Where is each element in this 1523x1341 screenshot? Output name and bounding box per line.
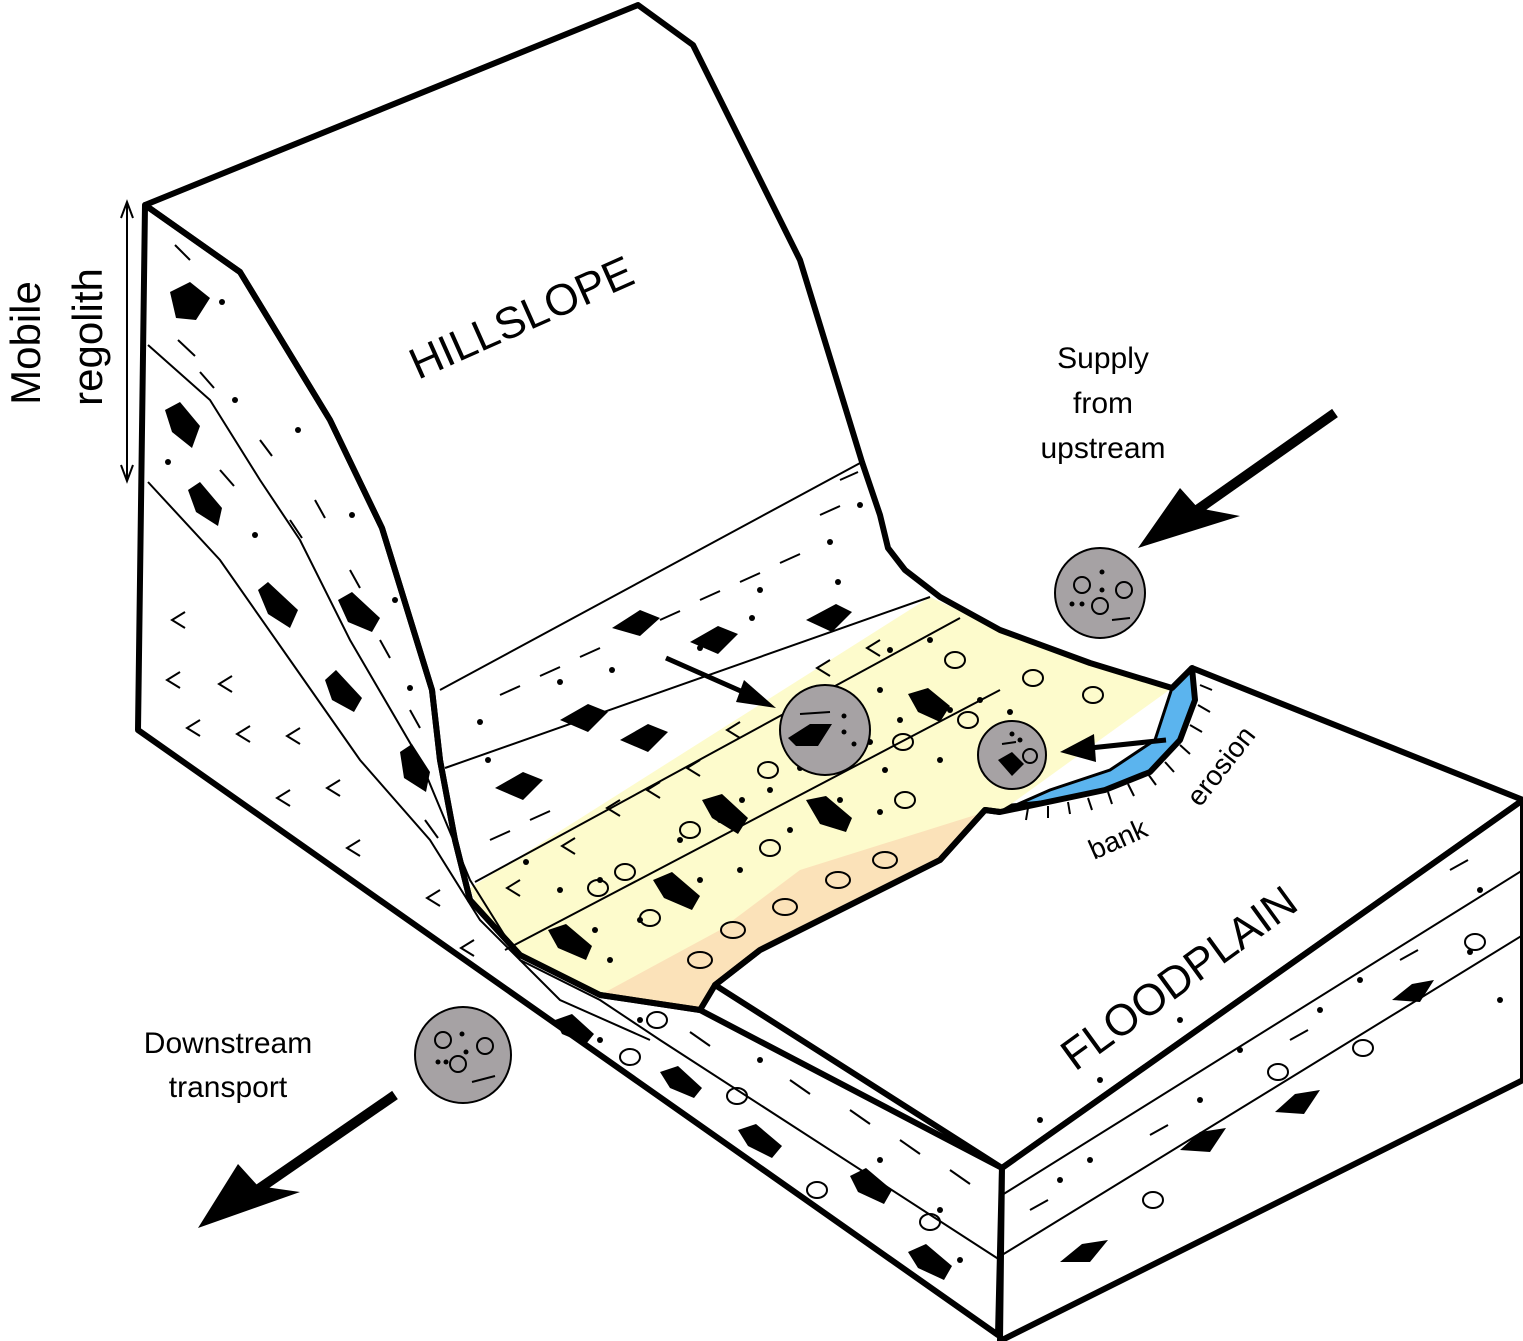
fine-sediment-dashes bbox=[174, 244, 1469, 1211]
supply-arrow bbox=[1138, 408, 1338, 548]
supply-label-2: from bbox=[1073, 387, 1133, 420]
hillslope-profile bbox=[143, 202, 1001, 1013]
hillslope-outline bbox=[143, 2, 1195, 691]
sediment-parcel-bank bbox=[977, 720, 1047, 790]
pebbles bbox=[587, 651, 1486, 1231]
downstream-label-2: transport bbox=[169, 1071, 288, 1104]
hillslope-input-arrow bbox=[664, 655, 776, 708]
supply-label-3: upstream bbox=[1040, 432, 1165, 465]
supply-label-1: Supply bbox=[1057, 342, 1149, 375]
bedrock-chevrons bbox=[165, 611, 881, 957]
sediment-parcel-upstream bbox=[1054, 547, 1146, 639]
regolith-thickness-arrow bbox=[120, 199, 134, 484]
floodplain-cross-section bbox=[997, 797, 1523, 1341]
sediment-parcel-hillslope bbox=[779, 684, 871, 776]
bank-tick-marks bbox=[1025, 684, 1213, 821]
clasts bbox=[165, 282, 1434, 1280]
regolith-label: regolith bbox=[64, 268, 111, 406]
bank-input-arrow bbox=[1060, 734, 1167, 762]
downstream-label-1: Downstream bbox=[144, 1027, 312, 1060]
mobile-label: Mobile bbox=[2, 281, 49, 405]
valley-wall-layer-base bbox=[439, 461, 863, 691]
sediment-parcel-downstream bbox=[414, 1006, 512, 1104]
downstream-arrow bbox=[198, 1090, 398, 1228]
channel-bar-deposit bbox=[600, 812, 985, 1010]
